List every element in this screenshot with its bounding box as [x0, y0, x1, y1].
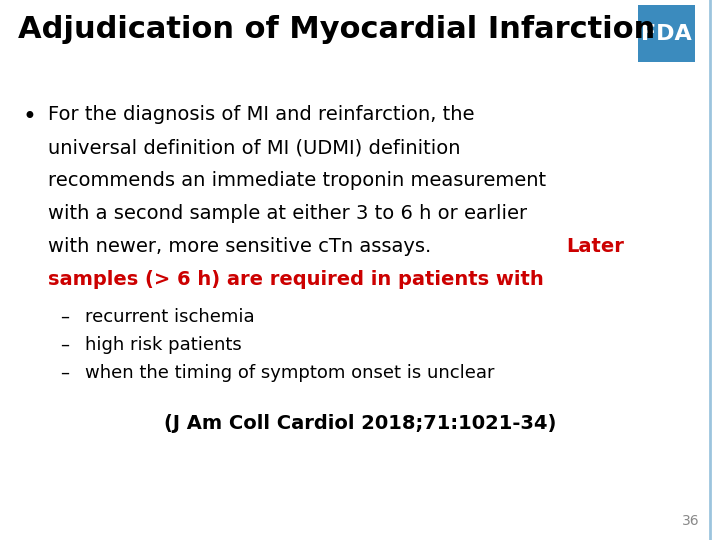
Text: high risk patients: high risk patients [85, 336, 242, 354]
Text: Adjudication of Myocardial Infarction: Adjudication of Myocardial Infarction [18, 15, 655, 44]
Bar [638, 5, 695, 62]
Text: FDA: FDA [641, 24, 692, 44]
Text: (J Am Coll Cardiol 2018;71:1021-34): (J Am Coll Cardiol 2018;71:1021-34) [164, 414, 556, 433]
Text: universal definition of MI (UDMI) definition: universal definition of MI (UDMI) defini… [48, 138, 461, 157]
Text: Later: Later [567, 237, 624, 256]
Text: recommends an immediate troponin measurement: recommends an immediate troponin measure… [48, 171, 546, 190]
Text: For the diagnosis of MI and reinfarction, the: For the diagnosis of MI and reinfarction… [48, 105, 474, 124]
Text: samples (> 6 h) are required in patients with: samples (> 6 h) are required in patients… [48, 270, 544, 289]
Text: when the timing of symptom onset is unclear: when the timing of symptom onset is uncl… [85, 364, 495, 382]
Text: 36: 36 [683, 514, 700, 528]
Text: –: – [60, 336, 69, 354]
Text: with newer, more sensitive cTn assays.: with newer, more sensitive cTn assays. [48, 237, 450, 256]
Text: –: – [60, 308, 69, 326]
Text: with a second sample at either 3 to 6 h or earlier: with a second sample at either 3 to 6 h … [48, 204, 527, 223]
Text: recurrent ischemia: recurrent ischemia [85, 308, 255, 326]
Text: •: • [22, 105, 36, 129]
Text: –: – [60, 364, 69, 382]
